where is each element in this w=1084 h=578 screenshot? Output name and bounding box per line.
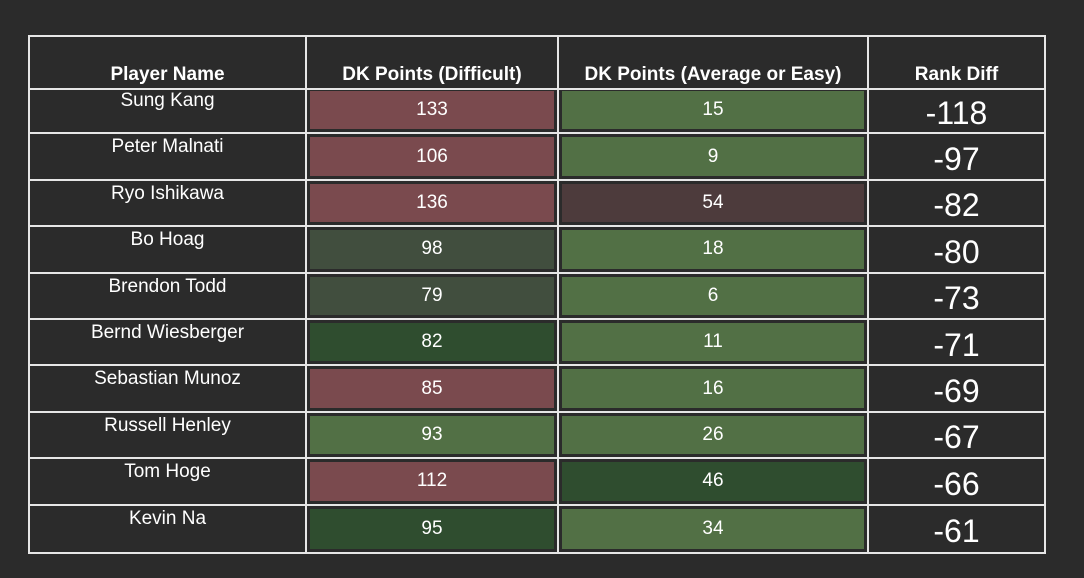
dk-points-difficult-cell-fill	[310, 137, 554, 176]
dk-points-difficult-cell-fill	[310, 415, 554, 455]
dk-points-difficult-cell-fill	[310, 462, 554, 501]
dk-points-easy-cell-fill	[562, 230, 864, 269]
header-row: Player Name DK Points (Difficult) DK Poi…	[30, 37, 1044, 90]
player-name-cell: Tom Hoge	[30, 459, 307, 504]
dk-points-easy-cell-value: 9	[707, 145, 719, 167]
dk-points-table: Player Name DK Points (Difficult) DK Poi…	[28, 35, 1046, 554]
dk-points-easy-cell: 11	[559, 320, 869, 365]
dk-points-difficult-cell-value: 95	[421, 517, 443, 539]
dk-points-difficult-cell-value: 136	[416, 191, 448, 213]
dk-points-easy-cell: 18	[559, 227, 869, 272]
dk-points-easy-cell: 26	[559, 412, 869, 458]
rank-diff-cell: -61	[933, 513, 980, 550]
rank-diff-cell: -97	[933, 141, 980, 178]
rank-diff-cell: -82	[933, 187, 980, 224]
dk-points-difficult-cell: 85	[307, 366, 559, 411]
dk-points-difficult-cell: 133	[307, 88, 559, 133]
player-name-cell: Bernd Wiesberger	[30, 320, 307, 365]
rank-diff-cell: -80	[933, 233, 980, 270]
dk-points-easy-cell-fill	[562, 183, 864, 223]
dk-points-easy-cell: 15	[559, 88, 869, 133]
table-row: Brendon Todd 79 6 -73	[30, 273, 1044, 320]
rank-diff-cell: -118	[925, 94, 988, 131]
dk-points-easy-cell-value: 18	[702, 238, 724, 260]
table-row: Sung Kang 133 15 -118	[30, 88, 1044, 135]
dk-points-difficult-cell: 136	[307, 180, 559, 226]
dk-points-difficult-cell-fill	[310, 91, 554, 130]
table-row: Tom Hoge 112 46 -66	[30, 459, 1044, 506]
table-row: Sebastian Munoz 85 16 -69	[30, 366, 1044, 413]
table-row: Kevin Na 95 34 -61	[30, 505, 1044, 552]
dk-points-easy-cell-fill	[562, 137, 864, 176]
table-row: Russell Henley 93 26 -67	[30, 412, 1044, 460]
dk-points-easy-cell-value: 11	[703, 331, 723, 353]
header-dk-points-average-or-easy: DK Points (Average or Easy)	[559, 37, 869, 88]
dk-points-easy-cell: 9	[559, 134, 869, 179]
dk-points-difficult-cell-fill	[310, 323, 554, 362]
dk-points-difficult-cell: 112	[307, 459, 559, 504]
dk-points-difficult-cell: 106	[307, 134, 559, 179]
dk-points-easy-cell-fill	[562, 276, 864, 315]
player-name-cell: Sung Kang	[30, 88, 307, 133]
dk-points-difficult-cell-value: 133	[416, 99, 448, 121]
dk-points-easy-cell-value: 26	[702, 423, 724, 445]
dk-points-difficult-cell-fill	[310, 508, 554, 549]
dk-points-difficult-cell: 93	[307, 412, 559, 458]
table-row: Bernd Wiesberger 82 11 -71	[30, 320, 1044, 367]
dk-points-easy-cell: 6	[559, 273, 869, 318]
table-row: Peter Malnati 106 9 -97	[30, 134, 1044, 181]
dk-points-easy-cell: 16	[559, 366, 869, 411]
rank-diff-cell: -71	[933, 326, 980, 363]
player-name-cell: Russell Henley	[30, 412, 307, 458]
dk-points-difficult-cell: 79	[307, 273, 559, 318]
dk-points-difficult-cell-value: 79	[421, 284, 443, 306]
player-name-cell: Ryo Ishikawa	[30, 180, 307, 226]
header-player-name: Player Name	[30, 37, 307, 88]
player-name-cell: Sebastian Munoz	[30, 366, 307, 411]
dk-points-difficult-cell-fill	[310, 276, 554, 315]
dk-points-easy-cell-fill	[562, 369, 864, 408]
table-row: Ryo Ishikawa 136 54 -82	[30, 180, 1044, 228]
dk-points-difficult-cell: 95	[307, 505, 559, 552]
dk-points-easy-cell-value: 46	[702, 470, 724, 492]
dk-points-difficult-cell-fill	[310, 183, 554, 223]
dk-points-easy-cell-fill	[562, 462, 864, 501]
rank-diff-cell: -69	[933, 373, 980, 410]
table-row: Bo Hoag 98 18 -80	[30, 227, 1044, 274]
dk-points-difficult-cell-value: 85	[421, 377, 443, 399]
dk-points-easy-cell-value: 6	[707, 284, 719, 306]
player-name-cell: Peter Malnati	[30, 134, 307, 179]
dk-points-easy-cell: 46	[559, 459, 869, 504]
dk-points-easy-cell-value: 34	[702, 517, 724, 539]
dk-points-difficult-cell: 82	[307, 320, 559, 365]
dk-points-difficult-cell-value: 106	[416, 145, 448, 167]
dk-points-easy-cell-fill	[562, 91, 864, 130]
player-name-cell: Kevin Na	[30, 505, 307, 552]
dk-points-difficult-cell-value: 82	[421, 331, 443, 353]
header-rank-diff: Rank Diff	[914, 64, 999, 85]
dk-points-difficult-cell-value: 98	[421, 238, 443, 260]
dk-points-difficult-cell-fill	[310, 369, 554, 408]
dk-points-easy-cell-value: 54	[702, 191, 724, 213]
dk-points-easy-cell-value: 15	[702, 99, 724, 121]
player-name-cell: Bo Hoag	[30, 227, 307, 272]
dk-points-easy-cell-fill	[562, 415, 864, 455]
dk-points-easy-cell: 34	[559, 505, 869, 552]
dk-points-easy-cell-fill	[562, 508, 864, 549]
dk-points-easy-cell-value: 16	[702, 377, 724, 399]
dk-points-difficult-cell: 98	[307, 227, 559, 272]
header-dk-points-difficult: DK Points (Difficult)	[307, 37, 559, 88]
dk-points-easy-cell-fill	[562, 323, 864, 362]
dk-points-easy-cell: 54	[559, 180, 869, 226]
dk-points-difficult-cell-value: 112	[416, 470, 448, 492]
dk-points-difficult-cell-value: 93	[421, 423, 443, 445]
dk-points-difficult-cell-fill	[310, 230, 554, 269]
player-name-cell: Brendon Todd	[30, 273, 307, 318]
rank-diff-cell: -73	[933, 280, 980, 317]
rank-diff-cell: -67	[933, 419, 980, 456]
rank-diff-cell: -66	[933, 465, 980, 502]
